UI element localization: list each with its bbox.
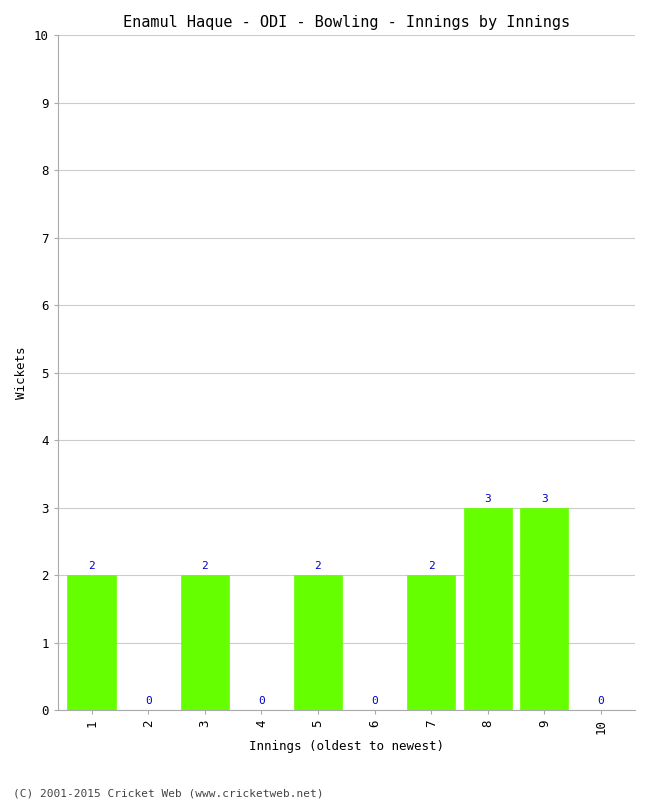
Text: 3: 3	[541, 494, 548, 504]
Text: 0: 0	[371, 696, 378, 706]
Bar	[68, 575, 116, 710]
Text: 2: 2	[428, 562, 435, 571]
Text: 2: 2	[88, 562, 95, 571]
Bar	[521, 508, 569, 710]
X-axis label: Innings (oldest to newest): Innings (oldest to newest)	[249, 740, 444, 753]
Text: 2: 2	[315, 562, 321, 571]
Bar	[294, 575, 342, 710]
Bar	[463, 508, 512, 710]
Text: (C) 2001-2015 Cricket Web (www.cricketweb.net): (C) 2001-2015 Cricket Web (www.cricketwe…	[13, 788, 324, 798]
Text: 0: 0	[258, 696, 265, 706]
Y-axis label: Wickets: Wickets	[15, 346, 28, 399]
Text: 0: 0	[597, 696, 604, 706]
Bar	[407, 575, 455, 710]
Text: 0: 0	[145, 696, 151, 706]
Text: 2: 2	[202, 562, 208, 571]
Title: Enamul Haque - ODI - Bowling - Innings by Innings: Enamul Haque - ODI - Bowling - Innings b…	[123, 15, 570, 30]
Bar	[181, 575, 229, 710]
Text: 3: 3	[484, 494, 491, 504]
